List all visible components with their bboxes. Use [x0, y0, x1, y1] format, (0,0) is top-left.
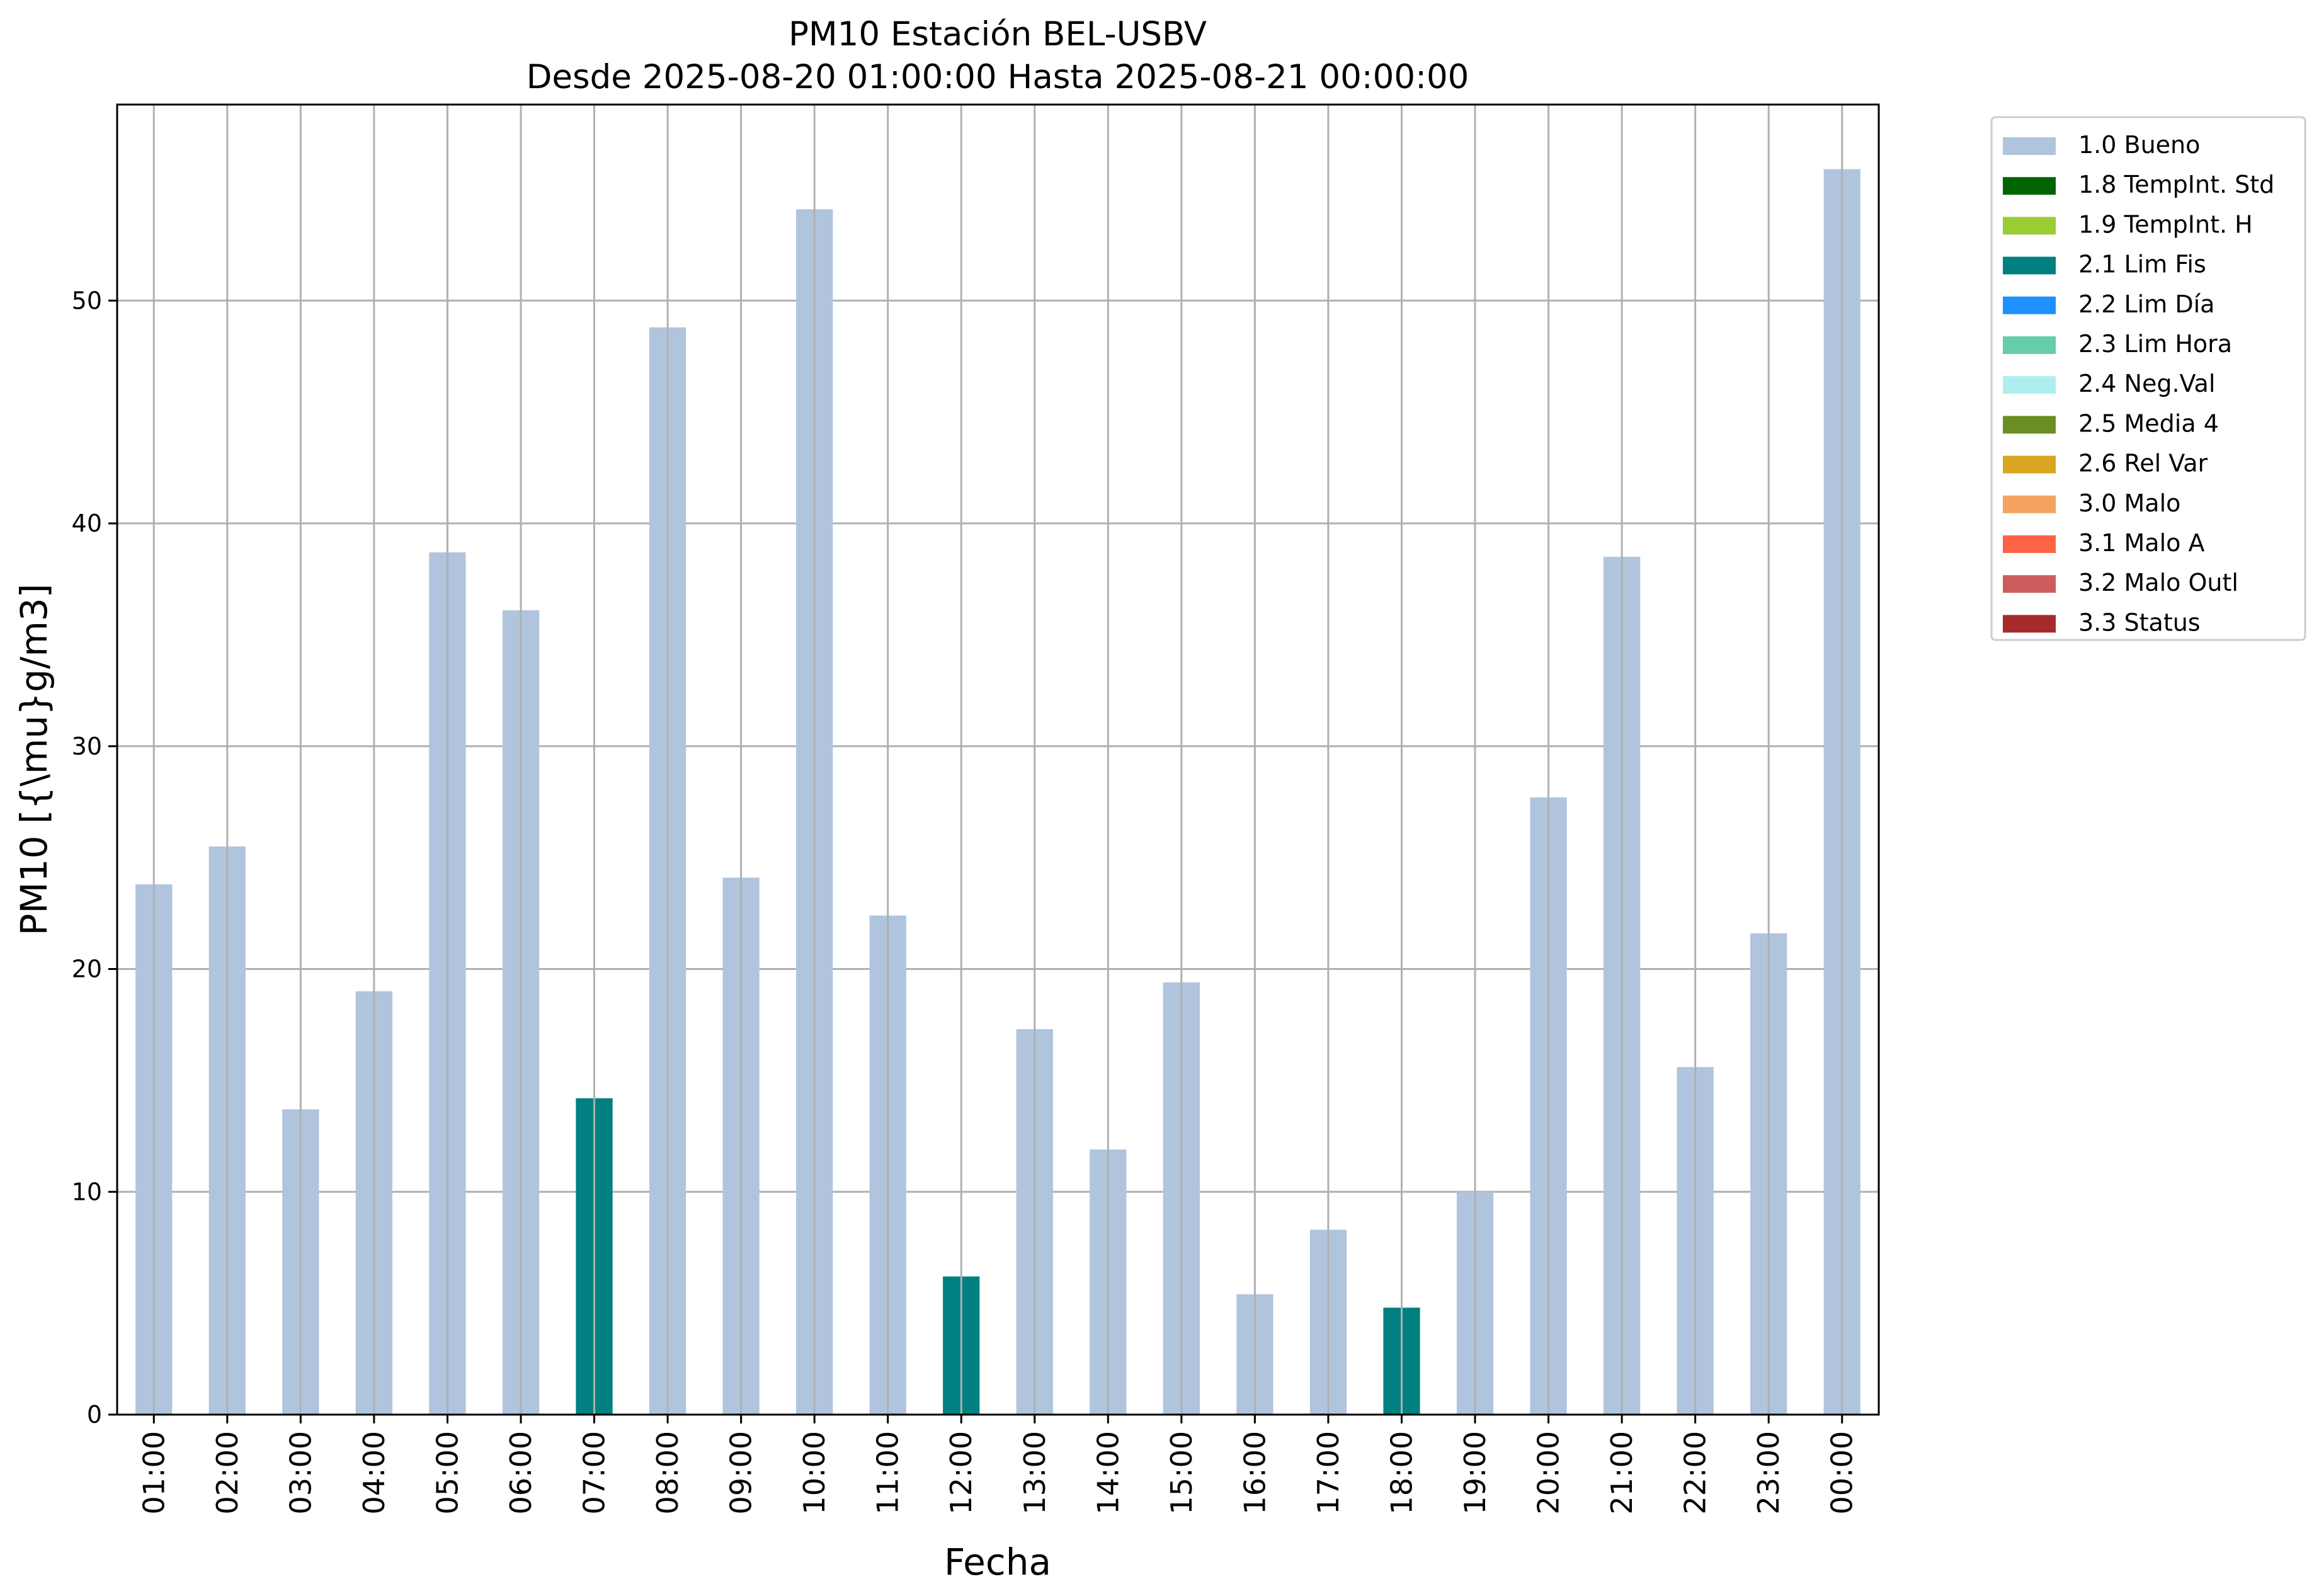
legend-label: 2.5 Media 4 [2078, 409, 2219, 437]
x-tick-label: 14:00 [1091, 1431, 1125, 1515]
legend-label: 3.2 Malo Outl [2078, 569, 2238, 596]
legend-swatch [2003, 137, 2056, 155]
x-tick-label: 08:00 [651, 1431, 685, 1515]
y-axis: 0 10 20 30 40 50 [72, 287, 117, 1428]
legend-swatch [2003, 535, 2056, 553]
legend-label: 2.3 Lim Hora [2078, 330, 2232, 358]
x-tick-label: 07:00 [578, 1431, 612, 1515]
legend-swatch [2003, 336, 2056, 354]
legend-label: 3.3 Status [2078, 608, 2201, 636]
y-tick-label: 30 [72, 732, 102, 760]
y-tick-label: 0 [87, 1401, 102, 1428]
x-tick-label: 19:00 [1458, 1431, 1492, 1515]
x-tick-label: 11:00 [871, 1431, 905, 1515]
x-tick-label: 02:00 [210, 1431, 244, 1515]
x-tick-label: 03:00 [283, 1431, 317, 1515]
legend-label: 2.2 Lim Día [2078, 290, 2214, 318]
x-tick-label: 05:00 [430, 1431, 464, 1515]
legend-label: 2.1 Lim Fis [2078, 251, 2206, 278]
x-tick-label: 12:00 [944, 1431, 978, 1515]
legend-label: 2.4 Neg.Val [2078, 370, 2215, 397]
x-tick-label: 20:00 [1532, 1431, 1566, 1515]
x-tick-label: 23:00 [1752, 1431, 1786, 1515]
y-tick-label: 20 [72, 955, 102, 983]
chart-subtitle: Desde 2025-08-20 01:00:00 Hasta 2025-08-… [527, 58, 1469, 96]
bars [135, 169, 1860, 1415]
legend-swatch [2003, 416, 2056, 434]
legend-swatch [2003, 495, 2056, 513]
plot-frame [116, 103, 1880, 1416]
x-tick-label: 09:00 [724, 1431, 758, 1515]
y-tick-label: 50 [72, 287, 102, 314]
x-tick-label: 01:00 [137, 1431, 171, 1515]
legend-swatch [2003, 217, 2056, 235]
x-tick-label: 06:00 [504, 1431, 538, 1515]
x-axis: 01:00 02:00 03:00 04:00 05:00 06:00 07:00 08:00… [137, 1415, 1859, 1515]
legend: 1.0 Bueno 1.8 TempInt. Std 1.9 TempInt. H 2… [1990, 116, 2306, 641]
x-tick-label: 21:00 [1605, 1431, 1639, 1515]
legend-label: 1.9 TempInt. H [2078, 210, 2253, 238]
legend-label: 3.0 Malo [2078, 489, 2180, 517]
legend-box [1990, 116, 2306, 641]
y-tick-label: 40 [72, 510, 102, 537]
legend-swatch [2003, 256, 2056, 275]
x-tick-label: 15:00 [1165, 1431, 1199, 1515]
legend-label: 1.0 Bueno [2078, 131, 2200, 159]
legend-label: 1.8 TempInt. Std [2078, 171, 2274, 198]
y-tick-label: 10 [72, 1178, 102, 1206]
x-axis-label: Fecha [944, 1541, 1051, 1583]
x-tick-label: 13:00 [1018, 1431, 1052, 1515]
legend-label: 3.1 Malo A [2078, 529, 2204, 557]
legend-swatch [2003, 296, 2056, 314]
legend-swatch [2003, 376, 2056, 394]
vertical-grid [152, 105, 1843, 1415]
x-tick-label: 00:00 [1825, 1431, 1859, 1515]
chart-title: PM10 Estación BEL-USBV [789, 15, 1207, 54]
legend-swatch [2003, 615, 2056, 633]
legend-swatch [2003, 177, 2056, 195]
y-axis-label: PM10 [{\mu}g/m3] [13, 584, 55, 936]
x-tick-label: 18:00 [1384, 1431, 1418, 1515]
x-tick-label: 22:00 [1678, 1431, 1712, 1515]
x-tick-label: 16:00 [1238, 1431, 1272, 1515]
legend-label: 2.6 Rel Var [2078, 450, 2208, 477]
x-tick-label: 17:00 [1311, 1431, 1345, 1515]
x-tick-label: 04:00 [357, 1431, 391, 1515]
legend-swatch [2003, 575, 2056, 593]
x-tick-label: 10:00 [797, 1431, 831, 1515]
legend-swatch [2003, 455, 2056, 474]
